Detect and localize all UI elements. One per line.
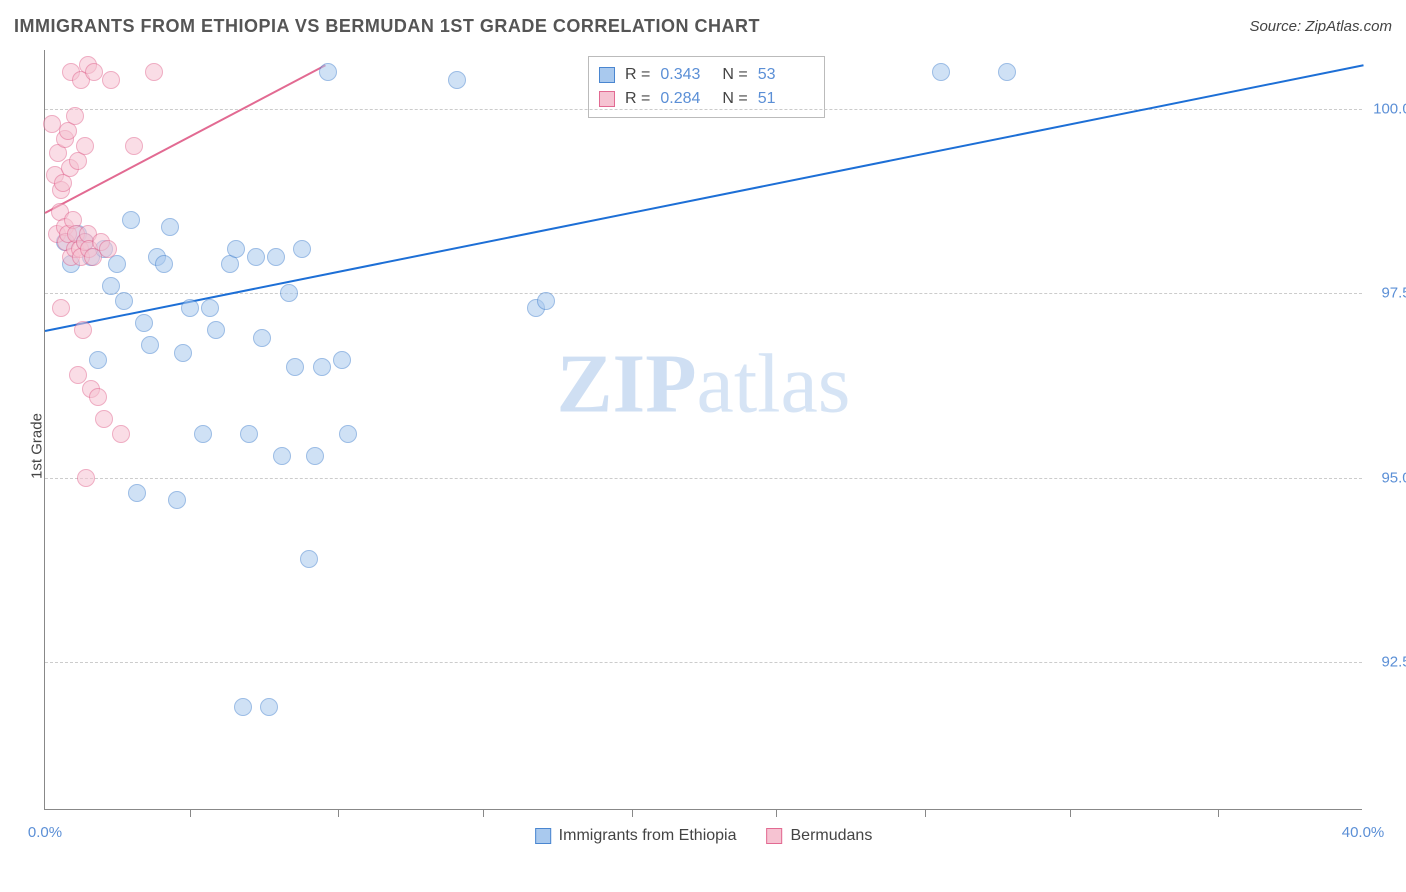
data-point	[260, 698, 278, 716]
data-point	[89, 388, 107, 406]
data-point	[141, 336, 159, 354]
data-point	[300, 550, 318, 568]
source-attribution: Source: ZipAtlas.com	[1249, 18, 1392, 35]
y-tick-label: 100.0%	[1373, 101, 1406, 118]
data-point	[174, 344, 192, 362]
x-tick	[1218, 809, 1219, 817]
x-tick	[190, 809, 191, 817]
corr-row-bermudans: R = 0.284 N = 51	[599, 87, 810, 111]
data-point	[145, 63, 163, 81]
y-tick-label: 92.5%	[1381, 654, 1406, 671]
data-point	[99, 240, 117, 258]
x-tick-label: 0.0%	[28, 824, 62, 841]
x-tick	[483, 809, 484, 817]
x-tick	[925, 809, 926, 817]
data-point	[102, 71, 120, 89]
y-tick-label: 97.5%	[1381, 285, 1406, 302]
swatch-ethiopia-b	[535, 828, 551, 844]
data-point	[128, 484, 146, 502]
data-point	[293, 240, 311, 258]
bottom-legend: Immigrants from Ethiopia Bermudans	[535, 827, 873, 845]
data-point	[125, 137, 143, 155]
x-tick	[338, 809, 339, 817]
data-point	[95, 410, 113, 428]
data-point	[313, 358, 331, 376]
data-point	[306, 447, 324, 465]
data-point	[273, 447, 291, 465]
x-tick	[1070, 809, 1071, 817]
gridline	[45, 662, 1362, 663]
data-point	[161, 218, 179, 236]
data-point	[194, 425, 212, 443]
y-axis-label: 1st Grade	[28, 413, 45, 479]
watermark: ZIPatlas	[557, 335, 851, 432]
data-point	[201, 299, 219, 317]
data-point	[267, 248, 285, 266]
chart-title: IMMIGRANTS FROM ETHIOPIA VS BERMUDAN 1ST…	[14, 16, 760, 37]
data-point	[74, 321, 92, 339]
data-point	[43, 115, 61, 133]
x-tick-label: 40.0%	[1342, 824, 1385, 841]
data-point	[76, 137, 94, 155]
swatch-bermudans	[599, 91, 615, 107]
corr-row-ethiopia: R = 0.343 N = 53	[599, 63, 810, 87]
gridline	[45, 293, 1362, 294]
data-point	[108, 255, 126, 273]
scatter-chart: ZIPatlas R = 0.343 N = 53 R = 0.284 N = …	[44, 50, 1362, 810]
legend-item-ethiopia: Immigrants from Ethiopia	[535, 827, 737, 845]
data-point	[115, 292, 133, 310]
data-point	[85, 63, 103, 81]
data-point	[66, 107, 84, 125]
data-point	[319, 63, 337, 81]
data-point	[253, 329, 271, 347]
data-point	[207, 321, 225, 339]
data-point	[339, 425, 357, 443]
data-point	[122, 211, 140, 229]
data-point	[234, 698, 252, 716]
data-point	[448, 71, 466, 89]
data-point	[89, 351, 107, 369]
data-point	[112, 425, 130, 443]
data-point	[240, 425, 258, 443]
swatch-ethiopia	[599, 67, 615, 83]
data-point	[247, 248, 265, 266]
x-tick	[776, 809, 777, 817]
data-point	[286, 358, 304, 376]
data-point	[932, 63, 950, 81]
data-point	[155, 255, 173, 273]
data-point	[537, 292, 555, 310]
data-point	[998, 63, 1016, 81]
data-point	[69, 366, 87, 384]
data-point	[168, 491, 186, 509]
data-point	[280, 284, 298, 302]
gridline	[45, 478, 1362, 479]
data-point	[135, 314, 153, 332]
data-point	[77, 469, 95, 487]
data-point	[227, 240, 245, 258]
x-tick	[632, 809, 633, 817]
data-point	[181, 299, 199, 317]
data-point	[333, 351, 351, 369]
data-point	[52, 299, 70, 317]
legend-item-bermudans: Bermudans	[767, 827, 873, 845]
data-point	[102, 277, 120, 295]
y-tick-label: 95.0%	[1381, 469, 1406, 486]
swatch-bermudans-b	[767, 828, 783, 844]
